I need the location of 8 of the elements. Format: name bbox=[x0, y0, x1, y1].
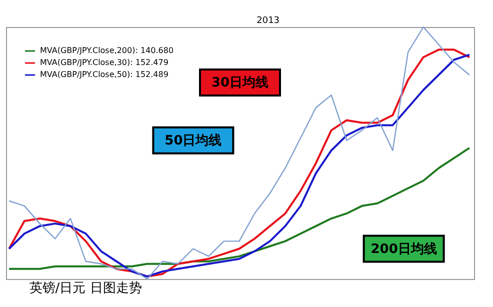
annotation: 50日均线 bbox=[164, 133, 222, 148]
legend-label: MVA(GBP/JPY.Close,200): 140.680 bbox=[40, 46, 174, 55]
annotation: 30日均线 bbox=[211, 75, 269, 90]
text: 2013 bbox=[256, 16, 280, 26]
text: 英镑/日元 日图走势 bbox=[29, 281, 142, 296]
annotation: 200日均线 bbox=[370, 242, 437, 257]
legend-label: MVA(GBP/JPY.Close,30): 152.479 bbox=[40, 58, 168, 67]
legend-label: MVA(GBP/JPY.Close,50): 152.489 bbox=[40, 70, 168, 79]
